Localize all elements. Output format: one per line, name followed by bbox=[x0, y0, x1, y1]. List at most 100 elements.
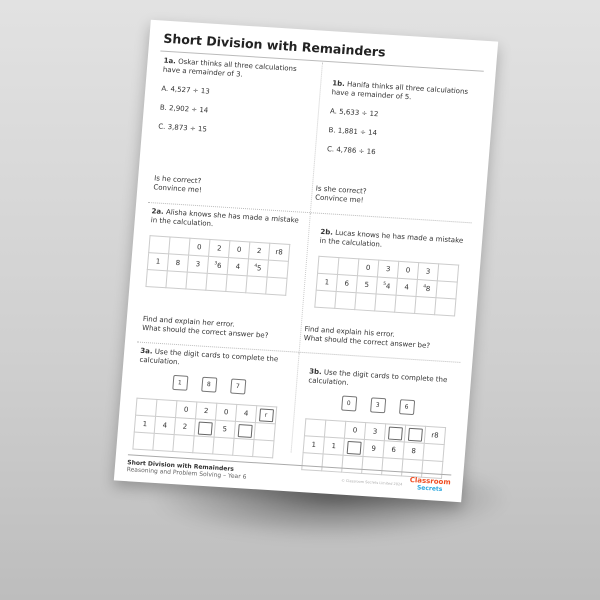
grid-cell: 2 bbox=[174, 417, 196, 436]
division-grid: 0 3 0 3 1 6 5 54 4 48 bbox=[314, 256, 459, 317]
digit-card[interactable]: 1 bbox=[171, 374, 188, 391]
grid-cell: 5 bbox=[356, 275, 378, 294]
grid-cell: 0 bbox=[357, 258, 379, 278]
question-number: 1b. bbox=[332, 79, 346, 89]
section-1: 1a. Oskar thinks all three calculations … bbox=[148, 52, 483, 222]
grid-cell bbox=[172, 434, 195, 453]
cell-digit: 3 bbox=[425, 267, 431, 276]
question-2b: 2b. Lucas knows he has made a mistake in… bbox=[299, 213, 472, 363]
cell-digit: 2 bbox=[182, 422, 188, 431]
grid-cell: 0 bbox=[344, 421, 366, 440]
cell-digit: 5 bbox=[364, 280, 370, 289]
digit-card[interactable]: 7 bbox=[229, 378, 246, 395]
digit-card[interactable]: 6 bbox=[398, 399, 415, 416]
grid-cell bbox=[205, 273, 228, 292]
cell-digit: 1 bbox=[142, 419, 148, 428]
grid-cell bbox=[317, 256, 339, 275]
question-prompt: Oskar thinks all three calculations have… bbox=[162, 57, 297, 79]
grid-cell: 36 bbox=[207, 256, 229, 275]
cell-digit: 8 bbox=[425, 285, 431, 294]
grid-cell bbox=[234, 421, 256, 440]
question-prompt: Use the digit cards to complete the calc… bbox=[139, 347, 279, 367]
grid-cell bbox=[324, 420, 346, 439]
answer-box[interactable] bbox=[346, 440, 362, 455]
cell-digit: 0 bbox=[236, 245, 242, 254]
cell-digit: 0 bbox=[196, 242, 202, 251]
cell-digit: 4 bbox=[235, 262, 241, 271]
grid-cell bbox=[165, 270, 188, 290]
grid-cell: 1 bbox=[323, 437, 345, 456]
question-number: 3a. bbox=[139, 346, 153, 356]
cell-digit: 8 bbox=[411, 446, 417, 455]
grid-cell bbox=[334, 291, 357, 310]
digit-card[interactable]: 8 bbox=[200, 376, 217, 393]
answer-box[interactable] bbox=[387, 426, 403, 440]
grid-cell: 45 bbox=[247, 258, 269, 278]
cell-digit: 1 bbox=[311, 440, 317, 449]
grid-cell bbox=[422, 443, 445, 462]
grid-cell bbox=[225, 274, 248, 293]
cell-digit: 0 bbox=[352, 425, 358, 435]
cell-digit: 1 bbox=[324, 277, 330, 286]
cell-digit: 2 bbox=[256, 246, 262, 255]
cell-digit: 4 bbox=[385, 282, 391, 291]
question-1b: 1b. Hanifa thinks all three calculations… bbox=[310, 63, 484, 223]
grid-cell bbox=[254, 422, 276, 441]
digit-card[interactable]: 0 bbox=[340, 395, 357, 412]
answer-box[interactable]: r bbox=[258, 407, 274, 422]
grid-cell bbox=[212, 437, 235, 456]
cell-digit: 0 bbox=[223, 407, 229, 416]
cell-digit: 3 bbox=[372, 427, 378, 436]
grid-cell bbox=[132, 432, 155, 451]
grid-cell: r8 bbox=[424, 426, 446, 445]
question-number: 3b. bbox=[308, 367, 322, 377]
grid-cell: 6 bbox=[382, 440, 405, 459]
grid-cell: 6 bbox=[336, 274, 358, 293]
grid-cell bbox=[337, 257, 359, 276]
question-number: 1a. bbox=[163, 56, 177, 66]
grid-cell bbox=[314, 290, 337, 309]
grid-cell: 0 bbox=[397, 261, 419, 280]
grid-cell bbox=[267, 260, 289, 279]
grid-cell bbox=[304, 418, 326, 438]
answer-box[interactable] bbox=[197, 421, 213, 435]
grid-cell bbox=[148, 235, 171, 254]
grid-cell bbox=[145, 269, 168, 288]
prompt-line: Convince me! bbox=[153, 183, 203, 195]
digit-card[interactable]: 3 bbox=[369, 397, 386, 414]
question-3a: 3a. Use the digit cards to complete the … bbox=[128, 342, 300, 458]
grid-cell: 0 bbox=[175, 400, 197, 419]
grid-cell: 2 bbox=[195, 401, 217, 421]
cell-digit: 9 bbox=[371, 443, 377, 453]
question-prompt: Use the digit cards to complete the calc… bbox=[308, 368, 448, 387]
grid-cell: 8 bbox=[402, 442, 425, 461]
grid-cell: 48 bbox=[415, 279, 438, 298]
grid-cell bbox=[135, 398, 157, 417]
grid-cell: 4 bbox=[227, 257, 249, 276]
grid-cell bbox=[155, 399, 177, 418]
grid-cell bbox=[232, 438, 255, 457]
grid-cell: 8 bbox=[167, 253, 189, 273]
cell-digit: 4 bbox=[404, 282, 410, 292]
grid-cell: 0 bbox=[188, 238, 210, 257]
grid-cell: 3 bbox=[364, 422, 386, 441]
grid-cell: 2 bbox=[248, 241, 270, 261]
grid-cell bbox=[404, 425, 426, 444]
grid-cell: 0 bbox=[215, 403, 237, 422]
closing-prompt: Is she correct? Convince me! bbox=[315, 184, 367, 205]
answer-box[interactable] bbox=[407, 427, 423, 442]
grid-cell bbox=[343, 438, 365, 457]
grid-cell: 3 bbox=[187, 255, 209, 274]
question-text: 2b. Lucas knows he has made a mistake in… bbox=[319, 228, 464, 255]
question-number: 2b. bbox=[320, 227, 334, 237]
cell-digit: 6 bbox=[216, 262, 222, 271]
cell-digit: r8 bbox=[430, 430, 439, 440]
grid-cell bbox=[414, 296, 436, 315]
grid-cell: 9 bbox=[362, 439, 385, 458]
answer-box[interactable] bbox=[237, 423, 253, 438]
grid-cell bbox=[384, 423, 406, 443]
option: B. 2,902 ÷ 14 bbox=[159, 103, 209, 115]
grid-cell: 4 bbox=[235, 404, 257, 423]
cell-digit: 2 bbox=[216, 243, 222, 253]
